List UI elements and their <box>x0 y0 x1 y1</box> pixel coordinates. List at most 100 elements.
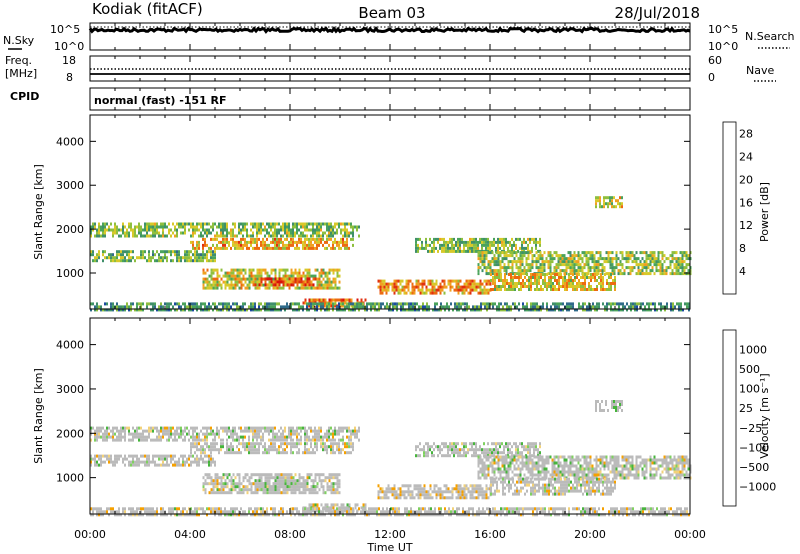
echo-cell <box>635 260 638 264</box>
echo-cell <box>500 273 502 276</box>
echo-cell <box>494 302 496 306</box>
echo-cell <box>451 240 453 244</box>
echo-cell <box>453 279 456 283</box>
echo-cell <box>324 286 327 290</box>
echo-cell <box>350 222 352 226</box>
echo-cell <box>543 251 546 255</box>
echo-cell <box>290 482 293 486</box>
echo-cell <box>168 435 170 439</box>
echo-cell <box>423 496 426 500</box>
echo-cell <box>224 271 227 275</box>
echo-cell <box>274 271 277 275</box>
echo-cell <box>352 448 354 452</box>
echo-cell <box>100 435 102 439</box>
echo-cell <box>192 240 194 244</box>
echo-cell <box>415 240 417 244</box>
echo-cell <box>214 286 217 290</box>
echo-cell <box>278 435 280 439</box>
echo-cell <box>336 485 339 489</box>
echo-cell <box>284 429 286 433</box>
echo-cell <box>372 305 374 309</box>
echo-cell <box>288 234 290 238</box>
echo-cell <box>108 308 110 312</box>
echo-cell <box>140 234 142 238</box>
echo-cell <box>591 251 594 255</box>
echo-cell <box>568 273 570 276</box>
echo-cell <box>198 253 200 257</box>
echo-cell <box>102 222 104 226</box>
echo-cell <box>523 251 526 255</box>
echo-cell <box>190 240 192 244</box>
echo-cell <box>537 249 539 253</box>
echo-cell <box>540 276 542 279</box>
echo-cell <box>505 266 508 270</box>
echo-cell <box>294 280 297 284</box>
echo-cell <box>556 279 558 282</box>
echo-cell <box>228 448 230 452</box>
echo-cell <box>256 442 258 446</box>
echo-cell <box>683 272 686 276</box>
echo-cell <box>90 302 92 306</box>
echo-cell <box>374 308 376 312</box>
echo-cell <box>238 482 241 486</box>
echo-cell <box>393 493 396 497</box>
echo-cell <box>260 277 263 281</box>
echo-cell <box>196 250 198 254</box>
echo-cell <box>546 302 548 306</box>
echo-cell <box>272 445 274 449</box>
echo-cell <box>222 429 224 433</box>
echo-cell <box>272 231 274 235</box>
echo-cell <box>110 457 112 461</box>
echo-cell <box>467 490 470 494</box>
echo-cell <box>425 288 428 292</box>
echo-cell <box>399 487 402 491</box>
echo-cell <box>126 234 128 238</box>
echo-cell <box>344 305 346 309</box>
echo-cell <box>234 222 236 226</box>
echo-cell <box>487 282 490 286</box>
echo-cell <box>256 479 259 483</box>
echo-cell <box>687 254 690 258</box>
echo-cell <box>250 426 252 430</box>
echo-cell <box>222 491 225 495</box>
echo-cell <box>238 243 240 247</box>
echo-cell <box>228 274 231 278</box>
echo-cell <box>290 277 293 281</box>
echo-cell <box>485 257 488 261</box>
echo-cell <box>518 276 520 279</box>
echo-cell <box>228 473 231 477</box>
echo-cell <box>188 454 190 458</box>
echo-cell <box>350 451 352 455</box>
echo-cell <box>391 285 394 289</box>
echo-cell <box>330 228 332 232</box>
range-tick-label: 4000 <box>56 135 84 148</box>
echo-cell <box>258 485 261 489</box>
echo-cell <box>421 493 424 497</box>
echo-cell <box>172 463 174 467</box>
echo-cell <box>423 484 426 488</box>
echo-cell <box>431 285 434 289</box>
echo-cell <box>214 256 216 260</box>
echo-cell <box>314 451 316 455</box>
echo-cell <box>282 476 285 480</box>
echo-cell <box>270 280 273 284</box>
echo-cell <box>172 250 174 254</box>
echo-cell <box>256 482 259 486</box>
echo-cell <box>457 285 460 289</box>
echo-cell <box>166 305 168 309</box>
echo-cell <box>521 263 524 267</box>
echo-cell <box>441 249 443 253</box>
echo-cell <box>178 222 180 226</box>
echo-cell <box>441 442 443 446</box>
echo-cell <box>160 457 162 461</box>
echo-cell <box>276 231 278 235</box>
echo-cell <box>538 308 540 312</box>
echo-cell <box>528 276 530 279</box>
echo-cell <box>493 263 496 267</box>
echo-cell <box>397 493 400 497</box>
echo-cell <box>677 269 680 273</box>
echo-cell <box>130 308 132 312</box>
echo-cell <box>411 288 414 292</box>
echo-cell <box>437 490 440 494</box>
echo-cell <box>589 257 592 261</box>
